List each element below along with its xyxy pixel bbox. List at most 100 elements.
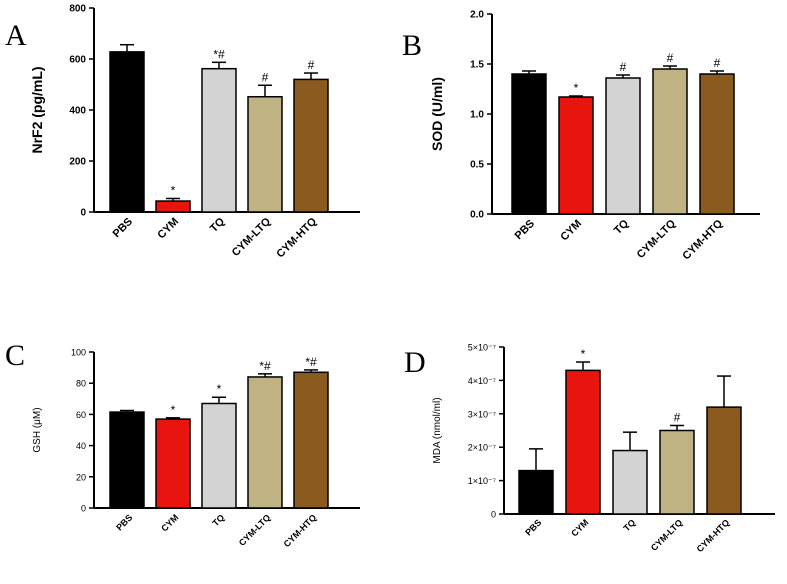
c-ytick-label: 100 <box>71 348 86 358</box>
d-ytick-label: 1×10⁻⁷ <box>468 476 496 486</box>
d-bar-cym-htq <box>706 406 742 515</box>
a-y-axis-label: NrF2 (pg/mL) <box>29 66 45 153</box>
b-error-bar-cym <box>569 95 583 97</box>
c-bar-tq <box>201 402 237 509</box>
d-xtick-label-tq: TQ <box>622 517 638 533</box>
d-y-axis-label: MDA (nmol/ml) <box>432 397 443 463</box>
d-error-bar-tq <box>623 431 637 451</box>
d-error-bar-cym-htq <box>717 375 731 408</box>
c-ytick-label: 60 <box>76 410 86 420</box>
c-error-bar-cym-ltq <box>258 373 272 377</box>
b-xtick-label-cym-htq: CYM-HTQ <box>680 217 725 262</box>
c-significance-cym: * <box>171 403 176 417</box>
d-ytick-label: 5×10⁻⁷ <box>468 343 496 353</box>
a-ytick-label: 800 <box>69 4 86 15</box>
d-significance-cym-ltq: # <box>674 410 681 424</box>
a-xtick-label-tq: TQ <box>208 215 228 235</box>
d-bar-tq <box>612 449 648 515</box>
c-ytick-label: 80 <box>76 379 86 389</box>
b-bar-cym-ltq <box>652 68 688 215</box>
a-xtick-label-pbs: PBS <box>111 216 135 240</box>
a-error-bar-cym-htq <box>304 72 318 80</box>
b-xtick-label-cym-ltq: CYM-LTQ <box>635 217 679 261</box>
c-significance-cym-htq: *# <box>305 355 317 369</box>
a-bar-cym <box>155 200 191 213</box>
panel-letter-d: D <box>404 346 426 379</box>
d-ytick-label: 2×10⁻⁷ <box>468 443 496 453</box>
a-ytick-label: 0 <box>80 208 86 219</box>
d-error-bar-pbs <box>529 448 543 471</box>
panel-letter-c: C <box>5 339 25 372</box>
a-bar-cym-htq <box>293 78 329 213</box>
c-error-bar-pbs <box>120 409 134 413</box>
b-significance-cym-htq: # <box>714 56 721 70</box>
d-bar-pbs <box>518 469 554 515</box>
c-ytick-label: 0 <box>81 504 86 514</box>
c-xtick-label-pbs: PBS <box>114 512 134 532</box>
panel-letter-b: B <box>402 29 422 62</box>
a-ytick-label: 400 <box>69 106 86 117</box>
c-ytick-label: 40 <box>76 441 86 451</box>
d-xtick-label-cym: CYM <box>569 517 590 538</box>
d-ytick-label: 0 <box>491 510 496 520</box>
b-bar-cym-htq <box>699 73 735 215</box>
b-error-bar-cym-htq <box>710 70 724 74</box>
d-bar-cym <box>565 369 601 515</box>
c-error-bar-cym <box>166 417 180 420</box>
d-bar-cym-ltq <box>659 429 695 515</box>
b-xtick-label-pbs: PBS <box>513 218 537 242</box>
panel-letter-a: A <box>5 19 27 52</box>
c-bar-pbs <box>109 411 145 509</box>
a-xtick-label-cym-htq: CYM-HTQ <box>274 215 319 260</box>
panel-c: C 0 20 40 60 80 100 GSH (μM) PBS * CYM * TQ *# CYM-LT… <box>5 339 360 549</box>
d-error-bar-cym-ltq <box>670 424 684 431</box>
a-significance-tq: *# <box>213 47 225 61</box>
a-bar-tq <box>201 67 237 213</box>
b-error-bar-pbs <box>522 70 536 74</box>
c-ytick-label: 20 <box>76 472 86 482</box>
b-significance-cym: * <box>574 81 579 95</box>
a-significance-cym-ltq: # <box>262 70 269 84</box>
c-error-bar-cym-htq <box>304 369 318 373</box>
b-y-axis-label: SOD (U/ml) <box>429 77 445 151</box>
c-significance-cym-ltq: *# <box>259 359 271 373</box>
panel-a: A 0 200 400 600 800 NrF2 (pg/mL) PBS * CYM *# TQ # C… <box>5 4 360 260</box>
b-bar-tq <box>605 77 641 215</box>
a-error-bar-cym-ltq <box>258 84 272 97</box>
d-significance-cym: * <box>581 347 586 361</box>
d-ytick-label: 3×10⁻⁷ <box>468 409 496 419</box>
d-xtick-label-pbs: PBS <box>523 517 543 537</box>
b-ytick-label: 1.0 <box>470 110 484 121</box>
b-significance-tq: # <box>620 60 627 74</box>
b-ytick-label: 1.5 <box>470 60 484 71</box>
d-error-bar-cym <box>576 361 590 371</box>
c-xtick-label-cym-ltq: CYM-LTQ <box>237 512 273 548</box>
d-xtick-label-cym-htq: CYM-HTQ <box>695 517 732 554</box>
c-bar-cym <box>155 418 191 509</box>
b-bar-pbs <box>511 73 547 215</box>
a-significance-cym-htq: # <box>308 58 315 72</box>
a-bar-cym-ltq <box>247 95 283 213</box>
a-ytick-label: 600 <box>69 55 86 66</box>
c-xtick-label-cym-htq: CYM-HTQ <box>282 512 319 549</box>
a-bar-pbs <box>109 51 145 213</box>
d-ytick-label: 4×10⁻⁷ <box>468 376 496 386</box>
b-xtick-label-cym: CYM <box>558 218 584 244</box>
a-xtick-label-cym-ltq: CYM-LTQ <box>230 215 274 259</box>
d-xtick-label-cym-ltq: CYM-LTQ <box>649 517 685 553</box>
panel-d: D 0 1×10⁻⁷ 2×10⁻⁷ 3×10⁻⁷ 4×10⁻⁷ 5×10⁻⁷ MDA (nm… <box>404 343 775 554</box>
c-significance-tq: * <box>217 382 222 396</box>
a-ytick-label: 200 <box>69 157 86 168</box>
c-xtick-label-tq: TQ <box>211 512 227 528</box>
c-xtick-label-cym: CYM <box>159 512 180 533</box>
b-ytick-label: 2.0 <box>470 10 484 21</box>
b-xtick-label-tq: TQ <box>612 217 632 237</box>
c-bar-cym-ltq <box>247 376 283 509</box>
c-error-bar-tq <box>212 396 226 404</box>
b-bar-cym <box>558 96 594 215</box>
panel-b: B 0.0 0.5 1.0 1.5 2.0 SOD (U/ml) PBS * CYM # TQ # CY… <box>402 10 760 262</box>
a-error-bar-tq <box>212 61 226 69</box>
a-error-bar-cym <box>166 197 180 202</box>
c-y-axis-label: GSH (μM) <box>32 407 43 452</box>
